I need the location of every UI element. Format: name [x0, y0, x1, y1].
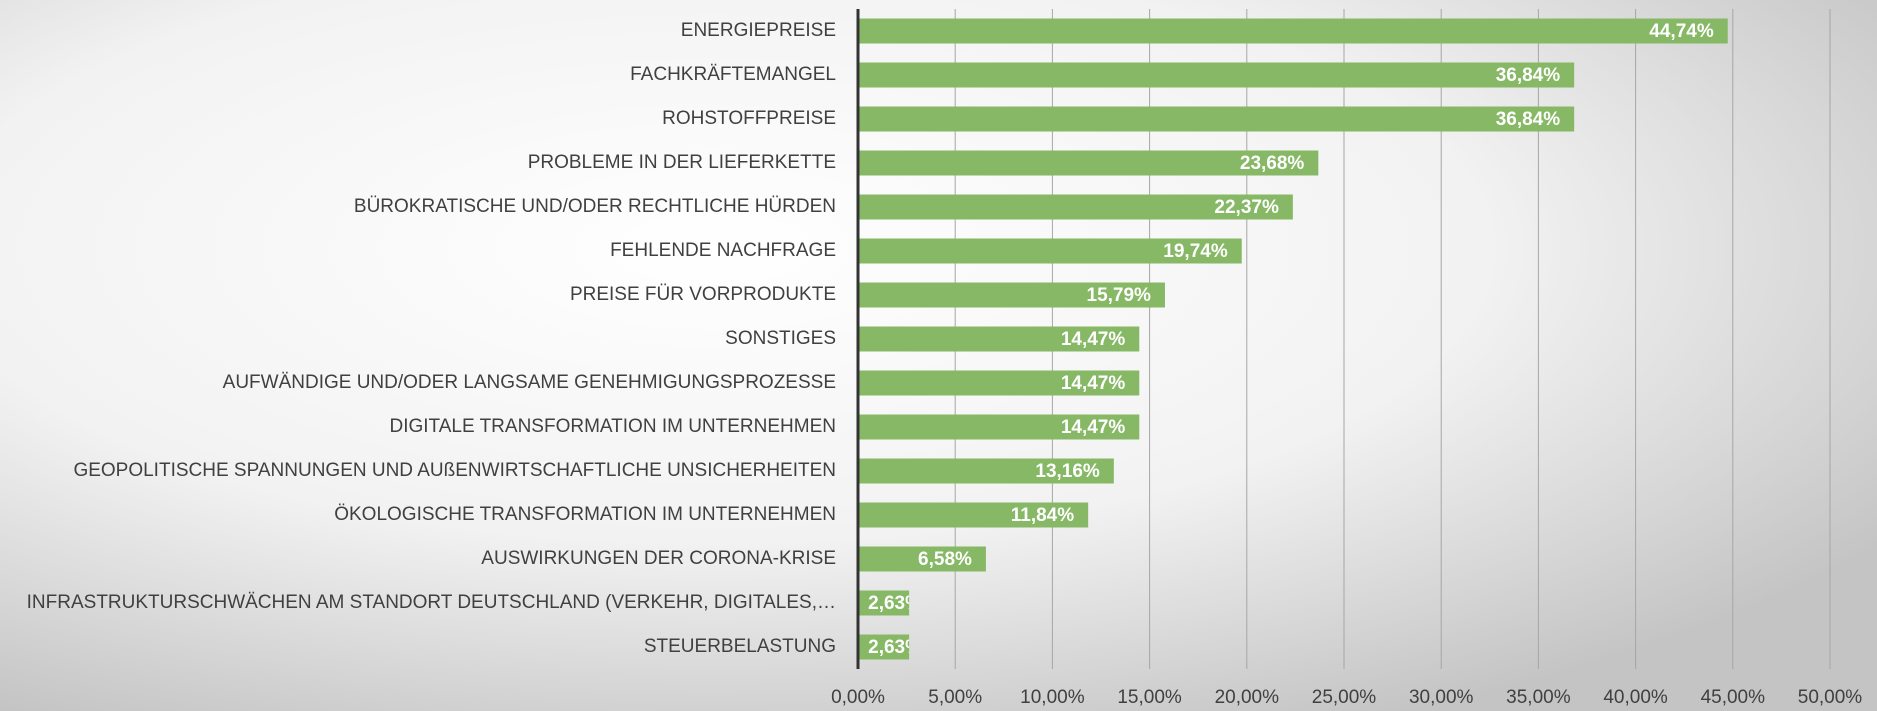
bar	[858, 150, 1319, 176]
bar	[858, 546, 986, 572]
category-label: BÜROKRATISCHE UND/ODER RECHTLICHE HÜRDEN	[354, 196, 836, 217]
x-tick-label: 20,00%	[1215, 687, 1280, 708]
bar	[858, 282, 1165, 308]
value-label: 44,74%	[1649, 21, 1714, 42]
category-label: AUFWÄNDIGE UND/ODER LANGSAME GENEHMIGUNG…	[223, 372, 836, 393]
bar	[858, 458, 1114, 484]
category-label: FEHLENDE NACHFRAGE	[610, 240, 836, 261]
value-label: 2,63%	[868, 593, 922, 614]
bar	[858, 194, 1293, 220]
bar	[858, 414, 1140, 440]
category-label: ENERGIEPREISE	[681, 20, 836, 41]
value-label: 15,79%	[1087, 285, 1152, 306]
category-label: PROBLEME IN DER LIEFERKETTE	[528, 152, 836, 173]
bar	[858, 18, 1728, 44]
value-label: 36,84%	[1496, 65, 1561, 86]
category-label: FACHKRÄFTEMANGEL	[630, 64, 836, 85]
x-tick-label: 15,00%	[1117, 687, 1182, 708]
x-tick-label: 45,00%	[1701, 687, 1766, 708]
value-label: 13,16%	[1035, 461, 1100, 482]
bar	[858, 238, 1242, 264]
x-tick-label: 35,00%	[1506, 687, 1571, 708]
value-label: 14,47%	[1061, 373, 1126, 394]
category-label: GEOPOLITISCHE SPANNUNGEN UND AUßENWIRTSC…	[73, 460, 836, 481]
category-label: DIGITALE TRANSFORMATION IM UNTERNEHMEN	[389, 416, 836, 437]
x-tick-label: 5,00%	[928, 687, 982, 708]
value-label: 14,47%	[1061, 417, 1126, 438]
bar	[858, 502, 1089, 528]
value-label: 14,47%	[1061, 329, 1126, 350]
x-tick-label: 50,00%	[1798, 687, 1863, 708]
category-label: AUSWIRKUNGEN DER CORONA-KRISE	[481, 548, 836, 569]
value-label: 6,58%	[918, 549, 972, 570]
x-tick-label: 10,00%	[1020, 687, 1085, 708]
category-label: ÖKOLOGISCHE TRANSFORMATION IM UNTERNEHME…	[334, 504, 836, 525]
category-label: ROHSTOFFPREISE	[662, 108, 836, 129]
category-label: PREISE FÜR VORPRODUKTE	[570, 284, 836, 305]
category-label: STEUERBELASTUNG	[644, 636, 836, 657]
category-label: INFRASTRUKTURSCHWÄCHEN AM STANDORT DEUTS…	[27, 592, 836, 613]
value-label: 23,68%	[1240, 153, 1305, 174]
bar	[858, 326, 1140, 352]
value-label: 2,63%	[868, 637, 922, 658]
value-label: 11,84%	[1011, 505, 1074, 526]
x-tick-label: 25,00%	[1312, 687, 1377, 708]
x-tick-label: 40,00%	[1603, 687, 1668, 708]
bar	[858, 590, 910, 616]
bar	[858, 106, 1575, 132]
bar	[858, 62, 1575, 88]
x-tick-label: 0,00%	[831, 687, 885, 708]
bar	[858, 634, 910, 660]
x-tick-label: 30,00%	[1409, 687, 1474, 708]
bar	[858, 370, 1140, 396]
value-label: 36,84%	[1496, 109, 1561, 130]
value-label: 22,37%	[1214, 197, 1279, 218]
value-label: 19,74%	[1163, 241, 1228, 262]
category-label: SONSTIGES	[725, 328, 836, 349]
